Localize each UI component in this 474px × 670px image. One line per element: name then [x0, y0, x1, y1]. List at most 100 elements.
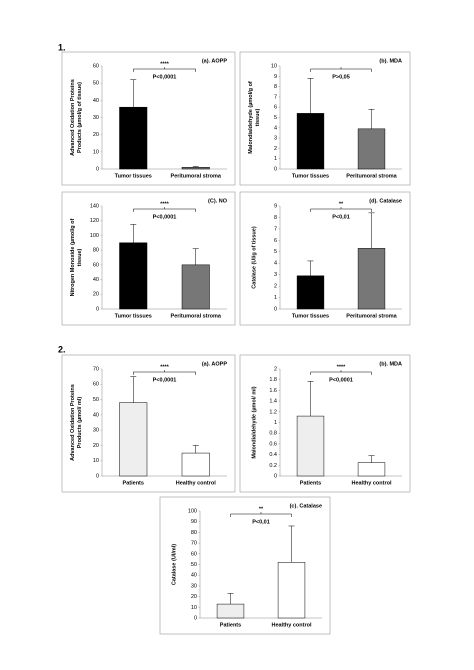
y-tick-label: 9 [274, 203, 277, 209]
y-tick-label: 60 [93, 262, 99, 268]
y-axis-label: Advanced Oxidation Proteins [70, 384, 76, 461]
significance-bracket [310, 67, 372, 72]
chart-frame [61, 51, 236, 186]
y-tick-label: 0.8 [269, 431, 277, 437]
significance-bracket [230, 512, 292, 517]
p-value: P<0,0001 [153, 214, 177, 220]
error-bar [307, 381, 314, 417]
bar [296, 113, 325, 170]
x-tick-label: Tumor tissues [115, 173, 152, 179]
y-tick-label: 100 [90, 233, 99, 239]
significance-stars: ** [339, 201, 344, 207]
x-tick-label: Healthy control [271, 622, 312, 628]
y-tick-label: 1 [274, 420, 277, 426]
significance-stars: **** [160, 364, 169, 370]
y-tick-label: 120 [90, 218, 99, 224]
y-axis-label: Catalase (UI/ml) [171, 544, 177, 585]
y-tick-label: 1.6 [269, 388, 277, 394]
panel-label: (a). AOPP [202, 58, 227, 64]
y-tick-label: 10 [191, 605, 197, 611]
x-tick-label: Patients [220, 622, 241, 628]
y-tick-label: 2 [274, 146, 277, 152]
y-tick-label: 50 [93, 81, 99, 87]
bar [357, 248, 386, 310]
significance-bracket [133, 67, 196, 72]
error-bar [130, 79, 137, 108]
error-bar [368, 455, 375, 463]
y-tick-label: 1.4 [269, 399, 277, 405]
y-tick-label: 0 [274, 473, 277, 479]
y-tick-label: 0.6 [269, 441, 277, 447]
bar [216, 603, 245, 619]
y-tick-label: 3 [274, 136, 277, 142]
y-tick-label: 90 [191, 519, 197, 525]
y-tick-label: 0 [274, 306, 277, 312]
y-tick-label: 0.2 [269, 463, 277, 469]
y-tick-label: 100 [188, 508, 197, 514]
y-tick-label: 6 [274, 105, 277, 111]
chart-frame [159, 496, 331, 635]
error-bar [227, 593, 234, 605]
panel-label: (b). MDA [379, 58, 402, 64]
x-tick-label: Tumor tissues [292, 313, 329, 319]
y-tick-label: 2 [274, 284, 277, 290]
y-tick-label: 60 [93, 382, 99, 388]
y-axis-label: Catalase (UI/g of tissue) [251, 226, 257, 289]
error-bar [192, 248, 199, 265]
y-tick-label: 0 [96, 306, 99, 312]
bar [296, 415, 325, 477]
panel-label: (d). Catalase [369, 198, 402, 204]
panel-label: (a). AOPP [202, 361, 227, 367]
error-bar [307, 260, 314, 276]
y-tick-label: 4 [274, 261, 277, 267]
x-tick-label: Peritumoral stroma [171, 173, 222, 179]
y-tick-label: 1.8 [269, 377, 277, 383]
y-tick-label: 60 [191, 551, 197, 557]
y-tick-label: 30 [191, 583, 197, 589]
error-bar [130, 224, 137, 243]
y-tick-label: 40 [93, 98, 99, 104]
y-tick-label: 8 [274, 215, 277, 221]
bar [181, 264, 210, 310]
error-bar [192, 166, 199, 168]
y-tick-label: 140 [90, 203, 99, 209]
chart-frame [61, 191, 236, 326]
y-tick-label: 10 [93, 149, 99, 155]
y-tick-label: 10 [93, 458, 99, 464]
bar [296, 275, 325, 310]
error-bar [368, 212, 375, 249]
error-bar [288, 525, 295, 563]
x-tick-label: Peritumoral stroma [346, 173, 397, 179]
x-tick-label: Patients [123, 480, 144, 486]
x-tick-label: Tumor tissues [292, 173, 329, 179]
bar [119, 106, 148, 170]
y-tick-label: 20 [93, 292, 99, 298]
y-axis-label: tissue) [77, 248, 83, 266]
significance-bracket [310, 207, 372, 212]
significance-stars: **** [160, 61, 169, 67]
y-tick-label: 20 [93, 443, 99, 449]
y-tick-label: 0.4 [269, 452, 277, 458]
y-tick-label: 9 [274, 74, 277, 80]
y-tick-label: 60 [93, 63, 99, 69]
significance-bracket [133, 370, 196, 375]
bar [357, 462, 386, 477]
y-tick-label: 70 [191, 541, 197, 547]
y-axis-label: Advanced Oxidation Proteins [70, 79, 76, 156]
error-bar [368, 109, 375, 129]
y-tick-label: 5 [274, 115, 277, 121]
significance-stars: **** [160, 201, 169, 207]
y-tick-label: 5 [274, 249, 277, 255]
y-tick-label: 6 [274, 238, 277, 244]
y-tick-label: 30 [93, 115, 99, 121]
significance-stars: ** [259, 506, 264, 512]
p-value: P>0,05 [332, 74, 350, 80]
x-tick-label: Peritumoral stroma [171, 313, 222, 319]
y-tick-label: 70 [93, 366, 99, 372]
panel-label: (b). MDA [379, 361, 402, 367]
x-tick-label: Peritumoral stroma [346, 313, 397, 319]
y-tick-label: 7 [274, 94, 277, 100]
y-tick-label: 20 [191, 594, 197, 600]
